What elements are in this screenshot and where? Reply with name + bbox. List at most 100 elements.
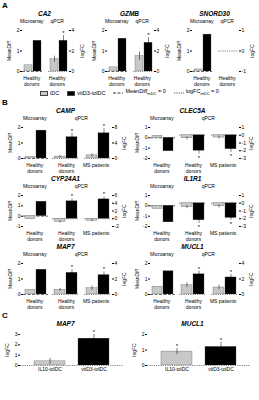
svg-text:0: 0 xyxy=(17,68,20,74)
svg-text:vitD3-tolDC: vitD3-tolDC xyxy=(208,366,234,372)
svg-text:0: 0 xyxy=(114,215,117,221)
svg-text:logFC: logFC xyxy=(121,136,127,150)
svg-text:1: 1 xyxy=(145,124,148,130)
svg-text:0: 0 xyxy=(145,291,148,297)
svg-text:1: 1 xyxy=(15,352,18,358)
svg-text:0: 0 xyxy=(15,362,18,368)
svg-text:0: 0 xyxy=(114,155,117,161)
svg-text:1: 1 xyxy=(102,48,105,54)
svg-text:*: * xyxy=(102,191,105,197)
svg-text:logFC: logFC xyxy=(248,204,254,218)
svg-text:logFC: logFC xyxy=(163,44,169,58)
svg-text:logFC: logFC xyxy=(248,136,254,150)
svg-text:IL10-tolDC: IL10-tolDC xyxy=(38,366,62,372)
svg-text:-2: -2 xyxy=(143,223,148,229)
svg-text:*: * xyxy=(70,264,73,270)
svg-text:2: 2 xyxy=(18,192,21,198)
svg-text:*: * xyxy=(197,224,200,230)
svg-text:2: 2 xyxy=(114,276,117,282)
svg-text:0: 0 xyxy=(241,132,244,138)
svg-text:*: * xyxy=(176,343,179,349)
svg-text:MeanDiff: MeanDiff xyxy=(134,200,140,220)
svg-text:0: 0 xyxy=(114,291,117,297)
svg-text:-1: -1 xyxy=(16,223,21,229)
svg-text:4: 4 xyxy=(71,27,74,33)
svg-text:0: 0 xyxy=(145,202,148,208)
svg-text:2: 2 xyxy=(18,260,21,266)
svg-text:0: 0 xyxy=(102,68,105,74)
svg-text:0: 0 xyxy=(18,155,21,161)
svg-text:2: 2 xyxy=(187,27,190,33)
svg-text:-3: -3 xyxy=(241,223,246,229)
svg-text:0: 0 xyxy=(241,200,244,206)
svg-text:*: * xyxy=(93,329,96,335)
svg-text:IL10-tolDC: IL10-tolDC xyxy=(165,366,189,372)
svg-text:2: 2 xyxy=(18,124,21,130)
svg-text:0: 0 xyxy=(18,291,21,297)
svg-text:1: 1 xyxy=(18,276,21,282)
svg-text:4: 4 xyxy=(156,27,159,33)
svg-text:MeanDiff: MeanDiff xyxy=(7,268,13,288)
svg-text:MeanDiff: MeanDiff xyxy=(6,40,12,61)
svg-text:-1: -1 xyxy=(143,145,148,151)
svg-text:0: 0 xyxy=(71,68,74,74)
svg-text:*: * xyxy=(70,193,73,199)
svg-text:1: 1 xyxy=(17,48,20,54)
svg-text:2: 2 xyxy=(145,260,148,266)
svg-text:*: * xyxy=(70,128,73,134)
svg-text:1: 1 xyxy=(241,124,244,130)
svg-text:2: 2 xyxy=(114,208,117,214)
svg-text:1: 1 xyxy=(18,202,21,208)
svg-text:0: 0 xyxy=(241,291,244,297)
svg-text:MeanDiff: MeanDiff xyxy=(7,132,13,152)
svg-text:0: 0 xyxy=(156,68,159,74)
svg-text:MeanDiff: MeanDiff xyxy=(134,132,140,152)
svg-text:*: * xyxy=(62,30,65,36)
svg-text:2: 2 xyxy=(15,341,18,347)
svg-text:3: 3 xyxy=(15,331,18,337)
svg-text:1: 1 xyxy=(241,192,244,198)
svg-text:-1: -1 xyxy=(241,208,246,214)
svg-text:0: 0 xyxy=(241,48,244,54)
svg-text:1: 1 xyxy=(18,140,21,146)
svg-text:1: 1 xyxy=(187,48,190,54)
svg-text:MeanDiff: MeanDiff xyxy=(91,40,97,61)
svg-text:0: 0 xyxy=(145,134,148,140)
svg-text:logFC: logFC xyxy=(121,272,127,286)
svg-text:2: 2 xyxy=(142,331,145,337)
svg-text:logFC: logFC xyxy=(4,343,10,357)
svg-text:2: 2 xyxy=(156,48,159,54)
svg-text:MeanDiff: MeanDiff xyxy=(7,200,13,220)
svg-text:*: * xyxy=(229,269,232,275)
svg-text:logFC: logFC xyxy=(248,272,254,286)
svg-text:4: 4 xyxy=(114,260,117,266)
svg-text:MeanDiff: MeanDiff xyxy=(134,268,140,288)
svg-text:4: 4 xyxy=(114,200,117,206)
svg-text:4: 4 xyxy=(114,140,117,146)
svg-text:-2: -2 xyxy=(114,223,119,229)
svg-text:*: * xyxy=(220,337,223,343)
svg-text:*: * xyxy=(197,266,200,272)
svg-text:2: 2 xyxy=(102,27,105,33)
svg-text:-1: -1 xyxy=(241,68,246,74)
svg-text:logFC: logFC xyxy=(78,44,84,58)
svg-text:*: * xyxy=(102,123,105,129)
svg-text:-2: -2 xyxy=(241,215,246,221)
svg-text:0: 0 xyxy=(18,213,21,219)
svg-text:0: 0 xyxy=(142,362,145,368)
svg-text:1: 1 xyxy=(145,192,148,198)
svg-text:2: 2 xyxy=(17,27,20,33)
svg-text:-2: -2 xyxy=(143,155,148,161)
svg-text:*: * xyxy=(197,155,200,161)
svg-text:1: 1 xyxy=(142,347,145,353)
svg-text:0: 0 xyxy=(187,68,190,74)
svg-text:2: 2 xyxy=(71,48,74,54)
svg-text:*: * xyxy=(147,32,150,38)
svg-text:-2: -2 xyxy=(241,147,246,153)
svg-text:MeanDiff: MeanDiff xyxy=(176,40,182,61)
svg-text:1: 1 xyxy=(241,27,244,33)
svg-text:logFC: logFC xyxy=(121,204,127,218)
svg-text:-3: -3 xyxy=(241,155,246,161)
svg-text:-1: -1 xyxy=(143,213,148,219)
svg-text:*: * xyxy=(102,266,105,272)
